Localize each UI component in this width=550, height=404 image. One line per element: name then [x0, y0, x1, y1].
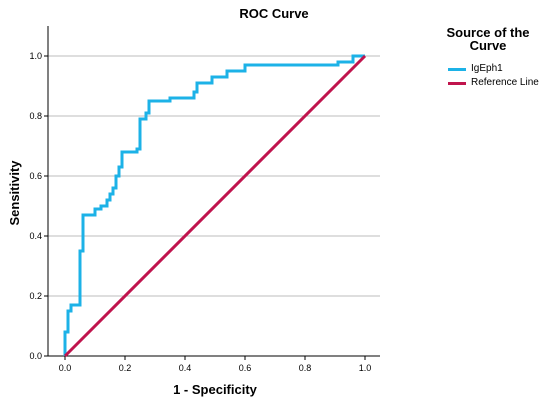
y-tick-label: 0.2: [29, 291, 42, 301]
y-tick-label: 1.0: [29, 51, 42, 61]
x-tick-label: 0.2: [119, 363, 132, 373]
y-axis-ticks: 0.0 0.2 0.4 0.6 0.8 1.0: [29, 51, 48, 361]
y-axis-label: Sensitivity: [7, 160, 22, 226]
gridlines: [48, 55, 380, 297]
legend-swatch-igeph1: [448, 67, 466, 71]
legend-label-igeph1: IgEph1: [471, 63, 503, 74]
reference-line: [63, 54, 367, 358]
x-tick-label: 0.4: [179, 363, 192, 373]
y-tick-label: 0.4: [29, 231, 42, 241]
chart-title: ROC Curve: [239, 6, 308, 21]
series-layer: [63, 54, 367, 358]
x-tick-label: 0.6: [239, 363, 252, 373]
legend-swatch-reference-line: [448, 81, 466, 85]
roc-curve-igeph1: [63, 54, 365, 356]
legend-label-reference-line: Reference Line: [471, 77, 539, 88]
legend-title: Source of the Curve: [446, 25, 530, 53]
y-tick-label: 0.6: [29, 171, 42, 181]
legend-item-igeph1: IgEph1: [448, 62, 503, 76]
y-tick-label: 0.0: [29, 351, 42, 361]
axes: [47, 26, 380, 357]
x-tick-label: 1.0: [359, 363, 372, 373]
legend-item-reference-line: Reference Line: [448, 76, 539, 90]
y-tick-label: 0.8: [29, 111, 42, 121]
x-tick-label: 0.8: [299, 363, 312, 373]
x-axis-label: 1 - Specificity: [173, 382, 258, 397]
x-axis-ticks: 0.0 0.2 0.4 0.6 0.8 1.0: [59, 356, 372, 373]
x-tick-label: 0.0: [59, 363, 72, 373]
